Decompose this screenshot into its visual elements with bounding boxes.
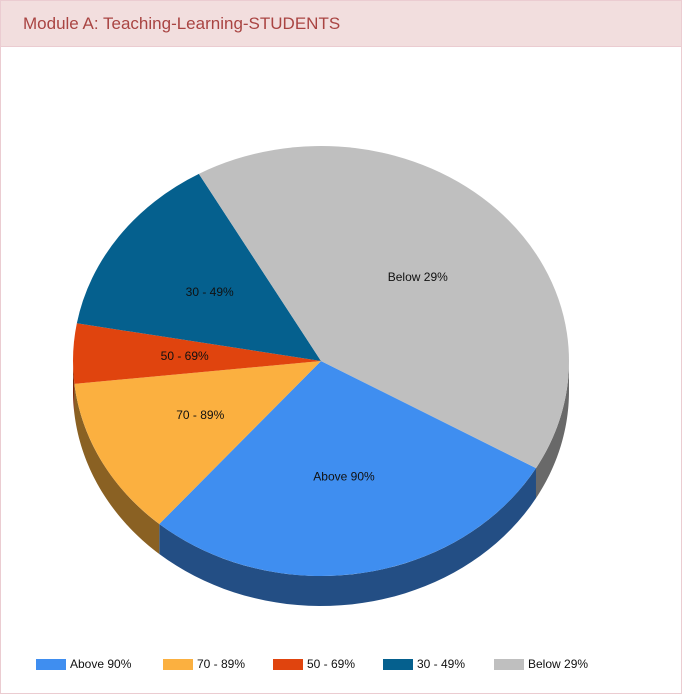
legend-label: 30 - 49%: [417, 657, 465, 671]
slice: [198, 145, 570, 469]
slice-label: Below 29%: [388, 270, 448, 284]
legend-swatch: [36, 659, 66, 670]
legend-swatch: [273, 659, 303, 670]
legend-label: 50 - 69%: [307, 657, 355, 671]
legend-label: Above 90%: [70, 657, 132, 671]
slice-side: [535, 361, 569, 499]
slice-side: [159, 468, 536, 606]
slice-side: [73, 361, 75, 414]
legend-label: 70 - 89%: [197, 657, 245, 671]
slice-label: 50 - 69%: [161, 349, 209, 363]
legend-swatch: [494, 659, 524, 670]
legend-label: Below 29%: [528, 657, 588, 671]
slice: [72, 323, 321, 384]
slice: [74, 361, 321, 524]
slice-label: Above 90%: [313, 470, 375, 484]
legend-swatch: [163, 659, 193, 670]
slice: [159, 361, 536, 576]
slice: [76, 173, 322, 361]
slice-side: [74, 383, 160, 554]
slice-label: 30 - 49%: [186, 285, 234, 299]
slice-label: 70 - 89%: [176, 408, 224, 422]
legend-swatch: [383, 659, 413, 670]
panel-title: Module A: Teaching-Learning-STUDENTS: [1, 1, 681, 47]
